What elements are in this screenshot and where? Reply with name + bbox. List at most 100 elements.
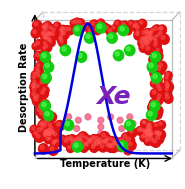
Circle shape: [151, 34, 160, 44]
Circle shape: [146, 124, 156, 134]
Circle shape: [34, 22, 38, 26]
Circle shape: [83, 141, 91, 149]
Circle shape: [156, 130, 165, 140]
Circle shape: [144, 129, 152, 137]
Circle shape: [51, 131, 61, 140]
Circle shape: [48, 39, 55, 46]
Circle shape: [46, 37, 50, 41]
Circle shape: [150, 80, 158, 87]
Circle shape: [74, 143, 78, 147]
Circle shape: [45, 63, 49, 68]
Circle shape: [115, 22, 118, 25]
Circle shape: [144, 130, 154, 141]
Circle shape: [40, 29, 50, 39]
Circle shape: [134, 23, 138, 26]
Circle shape: [125, 45, 135, 56]
Circle shape: [44, 129, 53, 139]
Circle shape: [84, 33, 95, 43]
Circle shape: [152, 25, 162, 35]
Circle shape: [43, 110, 54, 121]
Circle shape: [165, 76, 168, 79]
Circle shape: [102, 139, 106, 143]
Circle shape: [46, 132, 54, 139]
Circle shape: [88, 139, 91, 142]
Circle shape: [145, 41, 149, 45]
Circle shape: [62, 26, 72, 36]
Circle shape: [44, 115, 47, 118]
Circle shape: [110, 140, 119, 149]
Circle shape: [107, 143, 115, 151]
Circle shape: [36, 70, 40, 74]
Circle shape: [155, 97, 163, 105]
Circle shape: [130, 121, 136, 126]
Circle shape: [68, 135, 77, 144]
Circle shape: [147, 34, 157, 44]
Circle shape: [141, 36, 151, 46]
Circle shape: [36, 73, 43, 81]
Circle shape: [157, 66, 161, 70]
Circle shape: [77, 19, 85, 27]
Circle shape: [115, 52, 119, 56]
Circle shape: [164, 82, 173, 91]
Circle shape: [152, 81, 155, 84]
Circle shape: [31, 75, 39, 83]
Circle shape: [39, 120, 49, 130]
Circle shape: [53, 140, 56, 143]
Circle shape: [77, 136, 80, 139]
Circle shape: [75, 27, 79, 31]
Circle shape: [46, 130, 49, 134]
Circle shape: [108, 137, 115, 144]
Circle shape: [146, 33, 150, 36]
Circle shape: [87, 27, 95, 36]
Circle shape: [100, 132, 110, 142]
Circle shape: [32, 87, 36, 91]
Circle shape: [115, 142, 119, 146]
Circle shape: [36, 126, 46, 136]
Circle shape: [119, 125, 125, 132]
Circle shape: [82, 142, 85, 145]
Circle shape: [97, 140, 105, 148]
Circle shape: [43, 117, 53, 127]
Circle shape: [117, 117, 123, 123]
Circle shape: [86, 34, 90, 39]
Circle shape: [43, 43, 52, 52]
Circle shape: [109, 34, 113, 39]
Circle shape: [159, 32, 162, 35]
Circle shape: [43, 42, 46, 44]
Circle shape: [147, 30, 154, 37]
Circle shape: [123, 134, 127, 138]
Circle shape: [42, 35, 50, 43]
Circle shape: [140, 127, 149, 136]
Circle shape: [130, 129, 133, 133]
Circle shape: [155, 107, 159, 111]
Circle shape: [36, 134, 40, 138]
Circle shape: [106, 142, 116, 152]
Circle shape: [39, 122, 43, 126]
Circle shape: [40, 145, 44, 149]
Circle shape: [157, 98, 159, 101]
Circle shape: [48, 132, 51, 136]
Circle shape: [43, 25, 46, 29]
Circle shape: [153, 74, 157, 78]
Circle shape: [145, 130, 154, 139]
Circle shape: [32, 84, 35, 87]
Circle shape: [98, 131, 104, 136]
Circle shape: [30, 91, 39, 100]
Circle shape: [144, 134, 153, 143]
Circle shape: [62, 137, 72, 147]
Circle shape: [34, 51, 44, 61]
Circle shape: [156, 48, 159, 51]
Circle shape: [151, 72, 162, 83]
Circle shape: [153, 106, 163, 116]
Circle shape: [142, 120, 149, 127]
Circle shape: [149, 104, 153, 108]
Circle shape: [102, 140, 105, 143]
Circle shape: [141, 135, 144, 138]
Circle shape: [144, 38, 147, 42]
Circle shape: [119, 145, 122, 148]
Circle shape: [143, 129, 146, 133]
Circle shape: [146, 126, 149, 129]
Circle shape: [117, 143, 119, 146]
Circle shape: [128, 142, 132, 146]
Circle shape: [60, 25, 67, 33]
